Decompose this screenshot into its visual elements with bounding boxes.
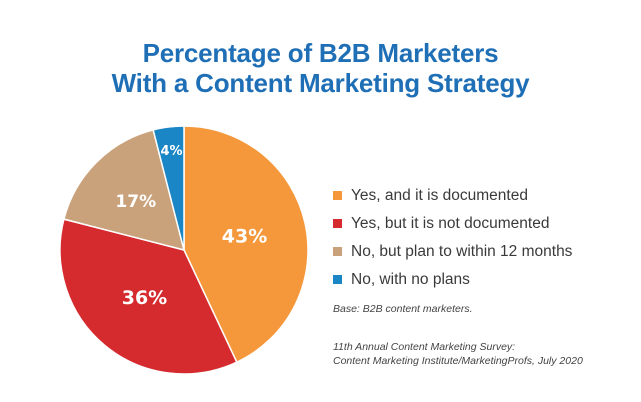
- pie-slice-plan-to: [62, 128, 186, 252]
- legend-item-not-documented: Yes, but it is not documented: [333, 211, 572, 236]
- chart-legend: Yes, and it is documented Yes, but it is…: [333, 183, 572, 295]
- source-note: 11th Annual Content Marketing Survey: Co…: [333, 340, 583, 368]
- legend-item-no-plans: No, with no plans: [333, 267, 572, 292]
- legend-swatch: [333, 247, 342, 256]
- legend-label: Yes, and it is documented: [351, 186, 528, 204]
- legend-swatch: [333, 191, 342, 200]
- legend-swatch: [333, 219, 342, 228]
- pie-data-label: 4%: [161, 144, 183, 159]
- source-note-line-2: Content Marketing Institute/MarketingPro…: [333, 355, 583, 367]
- pie-slice-no-plans: [152, 125, 185, 251]
- chart-title-line-1: Percentage of B2B Marketers: [142, 38, 499, 68]
- legend-item-plan-to: No, but plan to within 12 months: [333, 239, 572, 264]
- legend-label: No, but plan to within 12 months: [351, 242, 573, 260]
- base-note: Base: B2B content marketers.: [333, 303, 473, 315]
- legend-label: No, with no plans: [351, 270, 470, 288]
- pie-data-label: 36%: [122, 287, 167, 309]
- legend-label: Yes, but it is not documented: [351, 214, 550, 232]
- legend-item-documented: Yes, and it is documented: [333, 183, 572, 208]
- legend-swatch: [333, 275, 342, 284]
- pie-data-label: 17%: [115, 192, 156, 212]
- pie-slice-documented: [183, 125, 309, 364]
- pie-slice-not-documented: [59, 218, 238, 375]
- chart-title: Percentage of B2B Marketers With a Conte…: [0, 38, 641, 98]
- pie-data-label: 43%: [222, 225, 267, 247]
- chart-title-line-2: With a Content Marketing Strategy: [111, 68, 530, 98]
- source-note-line-1: 11th Annual Content Marketing Survey:: [333, 341, 516, 353]
